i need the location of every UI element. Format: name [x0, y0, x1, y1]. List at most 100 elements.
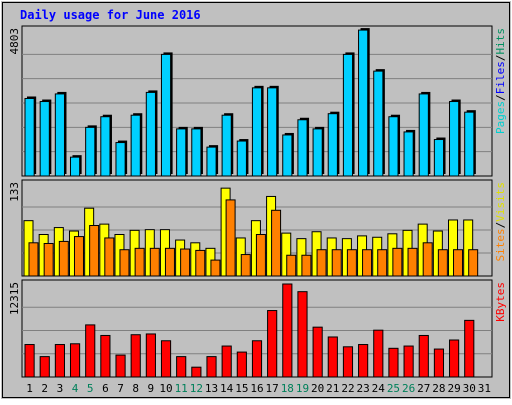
bar-sites-day-12: [195, 249, 206, 277]
bar-kbytes-day-22: [342, 346, 354, 378]
bar-hits-day-1: [24, 97, 35, 177]
bar-kbytes-day-26: [403, 345, 414, 378]
bar-kbytes-day-18: [282, 283, 293, 378]
bar-kbytes-day-8: [130, 334, 141, 378]
bar-hits-day-16: [251, 87, 263, 177]
x-tick-label: 9: [148, 382, 155, 395]
x-tick-label: 24: [372, 382, 386, 395]
bar-sites-day-21: [331, 249, 342, 277]
legend-separator: /: [494, 222, 507, 229]
bar-kbytes-day-4: [69, 343, 81, 378]
x-tick-label: 11: [175, 382, 188, 395]
bar-kbytes-day-19: [297, 291, 308, 378]
bar-kbytes-day-15: [236, 351, 247, 378]
x-tick-label: 16: [250, 382, 263, 395]
legend-sites: Sites: [494, 228, 507, 261]
bar-hits-day-17: [267, 87, 278, 177]
bar-kbytes-day-3: [54, 344, 65, 378]
bar-kbytes-day-7: [115, 354, 126, 378]
bar-kbytes-day-24: [373, 329, 384, 378]
bar-hits-day-19: [297, 119, 308, 177]
bar-hits-day-22: [342, 53, 354, 177]
legend-separator: /: [494, 94, 507, 101]
bar-kbytes-day-6: [100, 334, 111, 378]
bar-hits-day-5: [85, 126, 96, 177]
x-tick-label: 12: [190, 382, 203, 395]
bar-kbytes-day-16: [251, 340, 263, 378]
bar-sites-day-16: [255, 233, 266, 277]
max-value-label: 12315: [8, 282, 21, 315]
series-hits: [24, 28, 476, 177]
bar-sites-day-20: [316, 249, 327, 277]
legend-visits: Visits: [494, 182, 507, 222]
bar-kbytes-day-29: [449, 339, 460, 378]
x-tick-label: 3: [57, 382, 64, 395]
bar-sites-day-27: [422, 242, 433, 277]
bar-sites-day-28: [437, 249, 448, 277]
bar-sites-day-8: [134, 247, 145, 277]
bar-sites-day-2: [43, 242, 54, 277]
x-tick-label: 5: [87, 382, 94, 395]
bar-hits-day-25: [388, 116, 399, 177]
legend-kbytes: KBytes: [494, 282, 507, 322]
bar-kbytes-day-12: [191, 366, 202, 378]
bar-kbytes-day-21: [327, 336, 338, 378]
panel-legend: KBytes: [494, 282, 507, 322]
bar-hits-day-21: [327, 113, 338, 177]
x-tick-label: 14: [220, 382, 234, 395]
x-tick-label: 10: [159, 382, 172, 395]
x-tick-label: 4: [72, 382, 79, 395]
panel-legend: Sites/Visits: [494, 182, 507, 262]
x-axis-labels: 1 2 3 4 5 6 7 8 9 10 11 12 13 14 15 16 17 18 19 20 21 22 23 24 2…: [26, 382, 491, 395]
x-tick-label: 13: [205, 382, 218, 395]
panels-layer: 4803Pages/Files/Hits133Sites/Visits12315…: [8, 25, 507, 378]
bar-hits-day-29: [449, 101, 460, 177]
bar-kbytes-day-13: [206, 356, 217, 378]
bar-sites-day-4: [73, 236, 84, 277]
bar-sites-day-6: [104, 237, 115, 277]
bar-sites-day-30: [468, 249, 479, 277]
bar-sites-day-26: [407, 247, 418, 277]
bar-hits-day-23: [358, 29, 369, 177]
bar-sites-day-10: [164, 247, 175, 277]
x-tick-label: 30: [463, 382, 476, 395]
x-tick-label: 18: [281, 382, 294, 395]
bar-sites-day-11: [180, 248, 191, 277]
bar-sites-day-14: [225, 199, 236, 277]
legend-files: Files: [494, 61, 507, 94]
bar-hits-day-9: [145, 91, 156, 177]
bar-kbytes-day-28: [433, 348, 445, 378]
bar-sites-day-7: [119, 249, 130, 277]
bar-hits-day-2: [39, 101, 50, 177]
x-tick-label: 27: [417, 382, 430, 395]
series-kbytes: [24, 283, 475, 378]
bar-hits-day-3: [54, 93, 65, 177]
x-tick-label: 19: [296, 382, 309, 395]
legend-hits: Hits: [494, 28, 507, 55]
x-tick-label: 25: [387, 382, 400, 395]
bar-hits-day-14: [221, 114, 232, 177]
bar-sites-day-13: [210, 259, 221, 277]
bar-hits-day-6: [100, 116, 111, 177]
bar-hits-day-4: [69, 156, 81, 177]
bar-kbytes-day-2: [39, 356, 50, 378]
bar-hits-day-8: [130, 114, 141, 177]
x-tick-label: 31: [478, 382, 491, 395]
x-tick-label: 23: [357, 382, 370, 395]
bar-kbytes-day-25: [388, 347, 399, 378]
x-tick-label: 8: [132, 382, 139, 395]
series-sites: [28, 199, 479, 277]
bar-sites-day-9: [149, 247, 160, 277]
x-tick-label: 6: [102, 382, 109, 395]
bar-sites-day-22: [346, 249, 357, 277]
x-tick-label: 7: [117, 382, 124, 395]
bar-kbytes-day-11: [176, 356, 187, 378]
bar-hits-day-27: [418, 93, 429, 177]
x-tick-label: 21: [326, 382, 339, 395]
bar-kbytes-day-14: [221, 345, 232, 378]
bar-hits-day-11: [176, 128, 187, 177]
x-tick-label: 29: [447, 382, 460, 395]
